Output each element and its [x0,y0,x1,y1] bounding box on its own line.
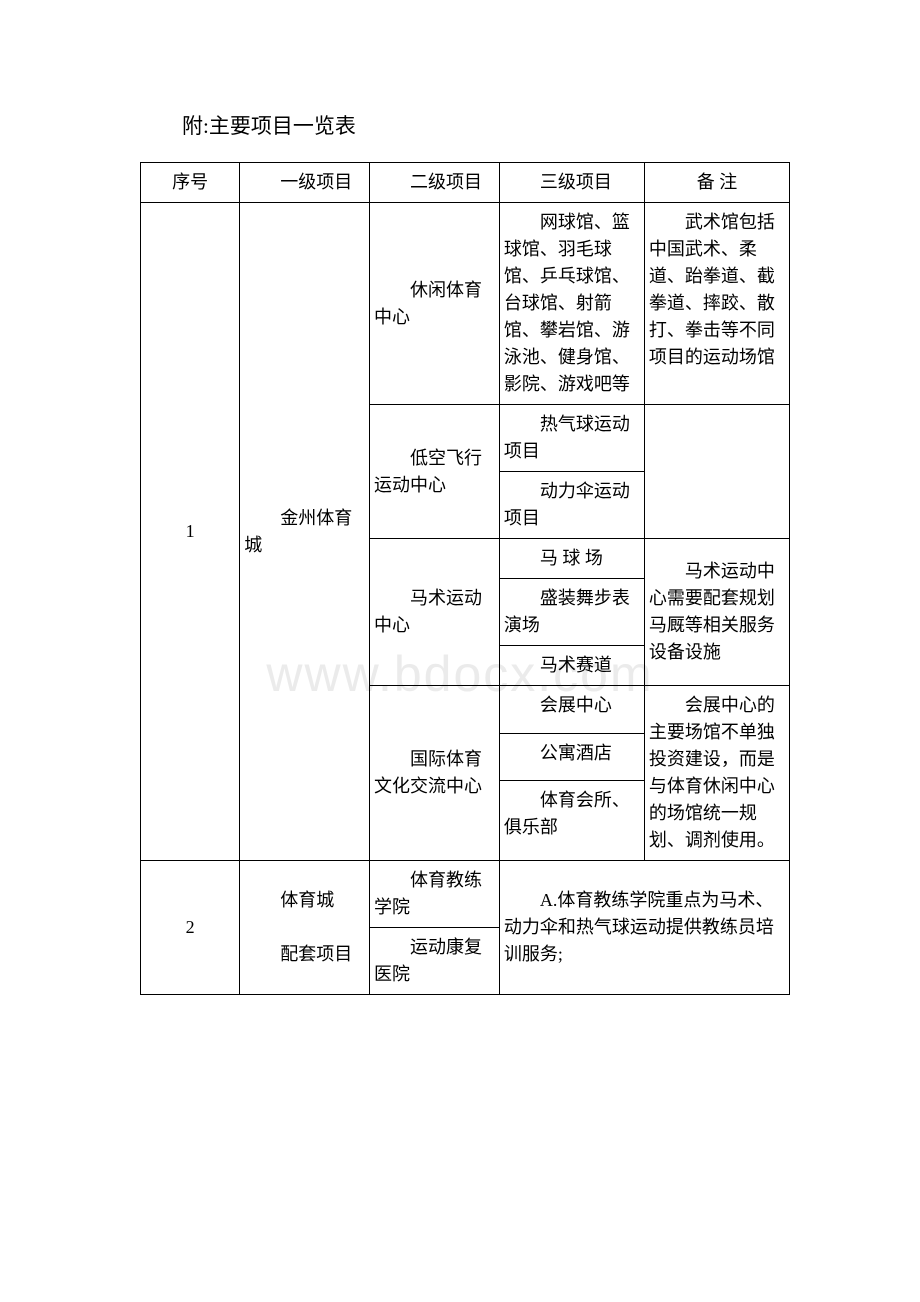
header-level1: 一级项目 [240,163,370,203]
cell-l2-rehab: 运动康复医院 [370,928,500,995]
cell-note-expo: 会展中心的主要场馆不单独投资建设，而是与体育休闲中心的场馆统一规划、调剂使用。 [644,686,789,861]
cell-l2-lowfly: 低空飞行运动中心 [370,405,500,539]
table-row: 2 体育城 配套项目 体育教练学院 A.体育教练学院重点为马术、动力伞和热气球运… [141,861,790,928]
header-seq: 序号 [141,163,240,203]
cell-l3-paramotor: 动力伞运动项目 [499,472,644,539]
cell-note-martial: 武术馆包括中国武术、柔道、跆拳道、截拳道、摔跤、散打、拳击等不同项目的运动场馆 [644,203,789,405]
cell-l3-horsetrack: 马术赛道 [499,646,644,686]
cell-l3-club: 体育会所、俱乐部 [499,781,644,861]
cell-note-empty-1 [644,405,789,539]
page-title: 附:主要项目一览表 [140,110,790,140]
cell-l3-venues: 网球馆、篮球馆、羽毛球馆、乒乓球馆、台球馆、射箭馆、攀岩馆、游泳池、健身馆、影院… [499,203,644,405]
cell-l3-hotel: 公寓酒店 [499,733,644,781]
cell-merged-note: A.体育教练学院重点为马术、动力伞和热气球运动提供教练员培训服务; [499,861,789,995]
cell-l1-2-bottom: 配套项目 [244,941,365,968]
cell-seq-1: 1 [141,203,240,861]
cell-l2-coach: 体育教练学院 [370,861,500,928]
cell-l3-dressage: 盛装舞步表演场 [499,579,644,646]
header-note: 备 注 [644,163,789,203]
table-row: 1 金州体育城 休闲体育中心 网球馆、篮球馆、羽毛球馆、乒乓球馆、台球馆、射箭馆… [141,203,790,405]
projects-table: 序号 一级项目 二级项目 三级项目 备 注 1 金州体育城 休闲体育中心 网球馆… [140,162,790,995]
cell-l1-2-top: 体育城 [244,887,365,914]
cell-l2-equestrian: 马术运动中心 [370,539,500,686]
cell-l3-hotair: 热气球运动项目 [499,405,644,472]
cell-l3-polo: 马 球 场 [499,539,644,579]
header-level3: 三级项目 [499,163,644,203]
table-header-row: 序号 一级项目 二级项目 三级项目 备 注 [141,163,790,203]
cell-l1-1: 金州体育城 [240,203,370,861]
cell-l2-leisure: 休闲体育中心 [370,203,500,405]
cell-l1-2: 体育城 配套项目 [240,861,370,995]
cell-note-equestrian: 马术运动中心需要配套规划马厩等相关服务设备设施 [644,539,789,686]
cell-l2-intl: 国际体育文化交流中心 [370,686,500,861]
header-level2: 二级项目 [370,163,500,203]
cell-l3-expo: 会展中心 [499,686,644,734]
cell-seq-2: 2 [141,861,240,995]
